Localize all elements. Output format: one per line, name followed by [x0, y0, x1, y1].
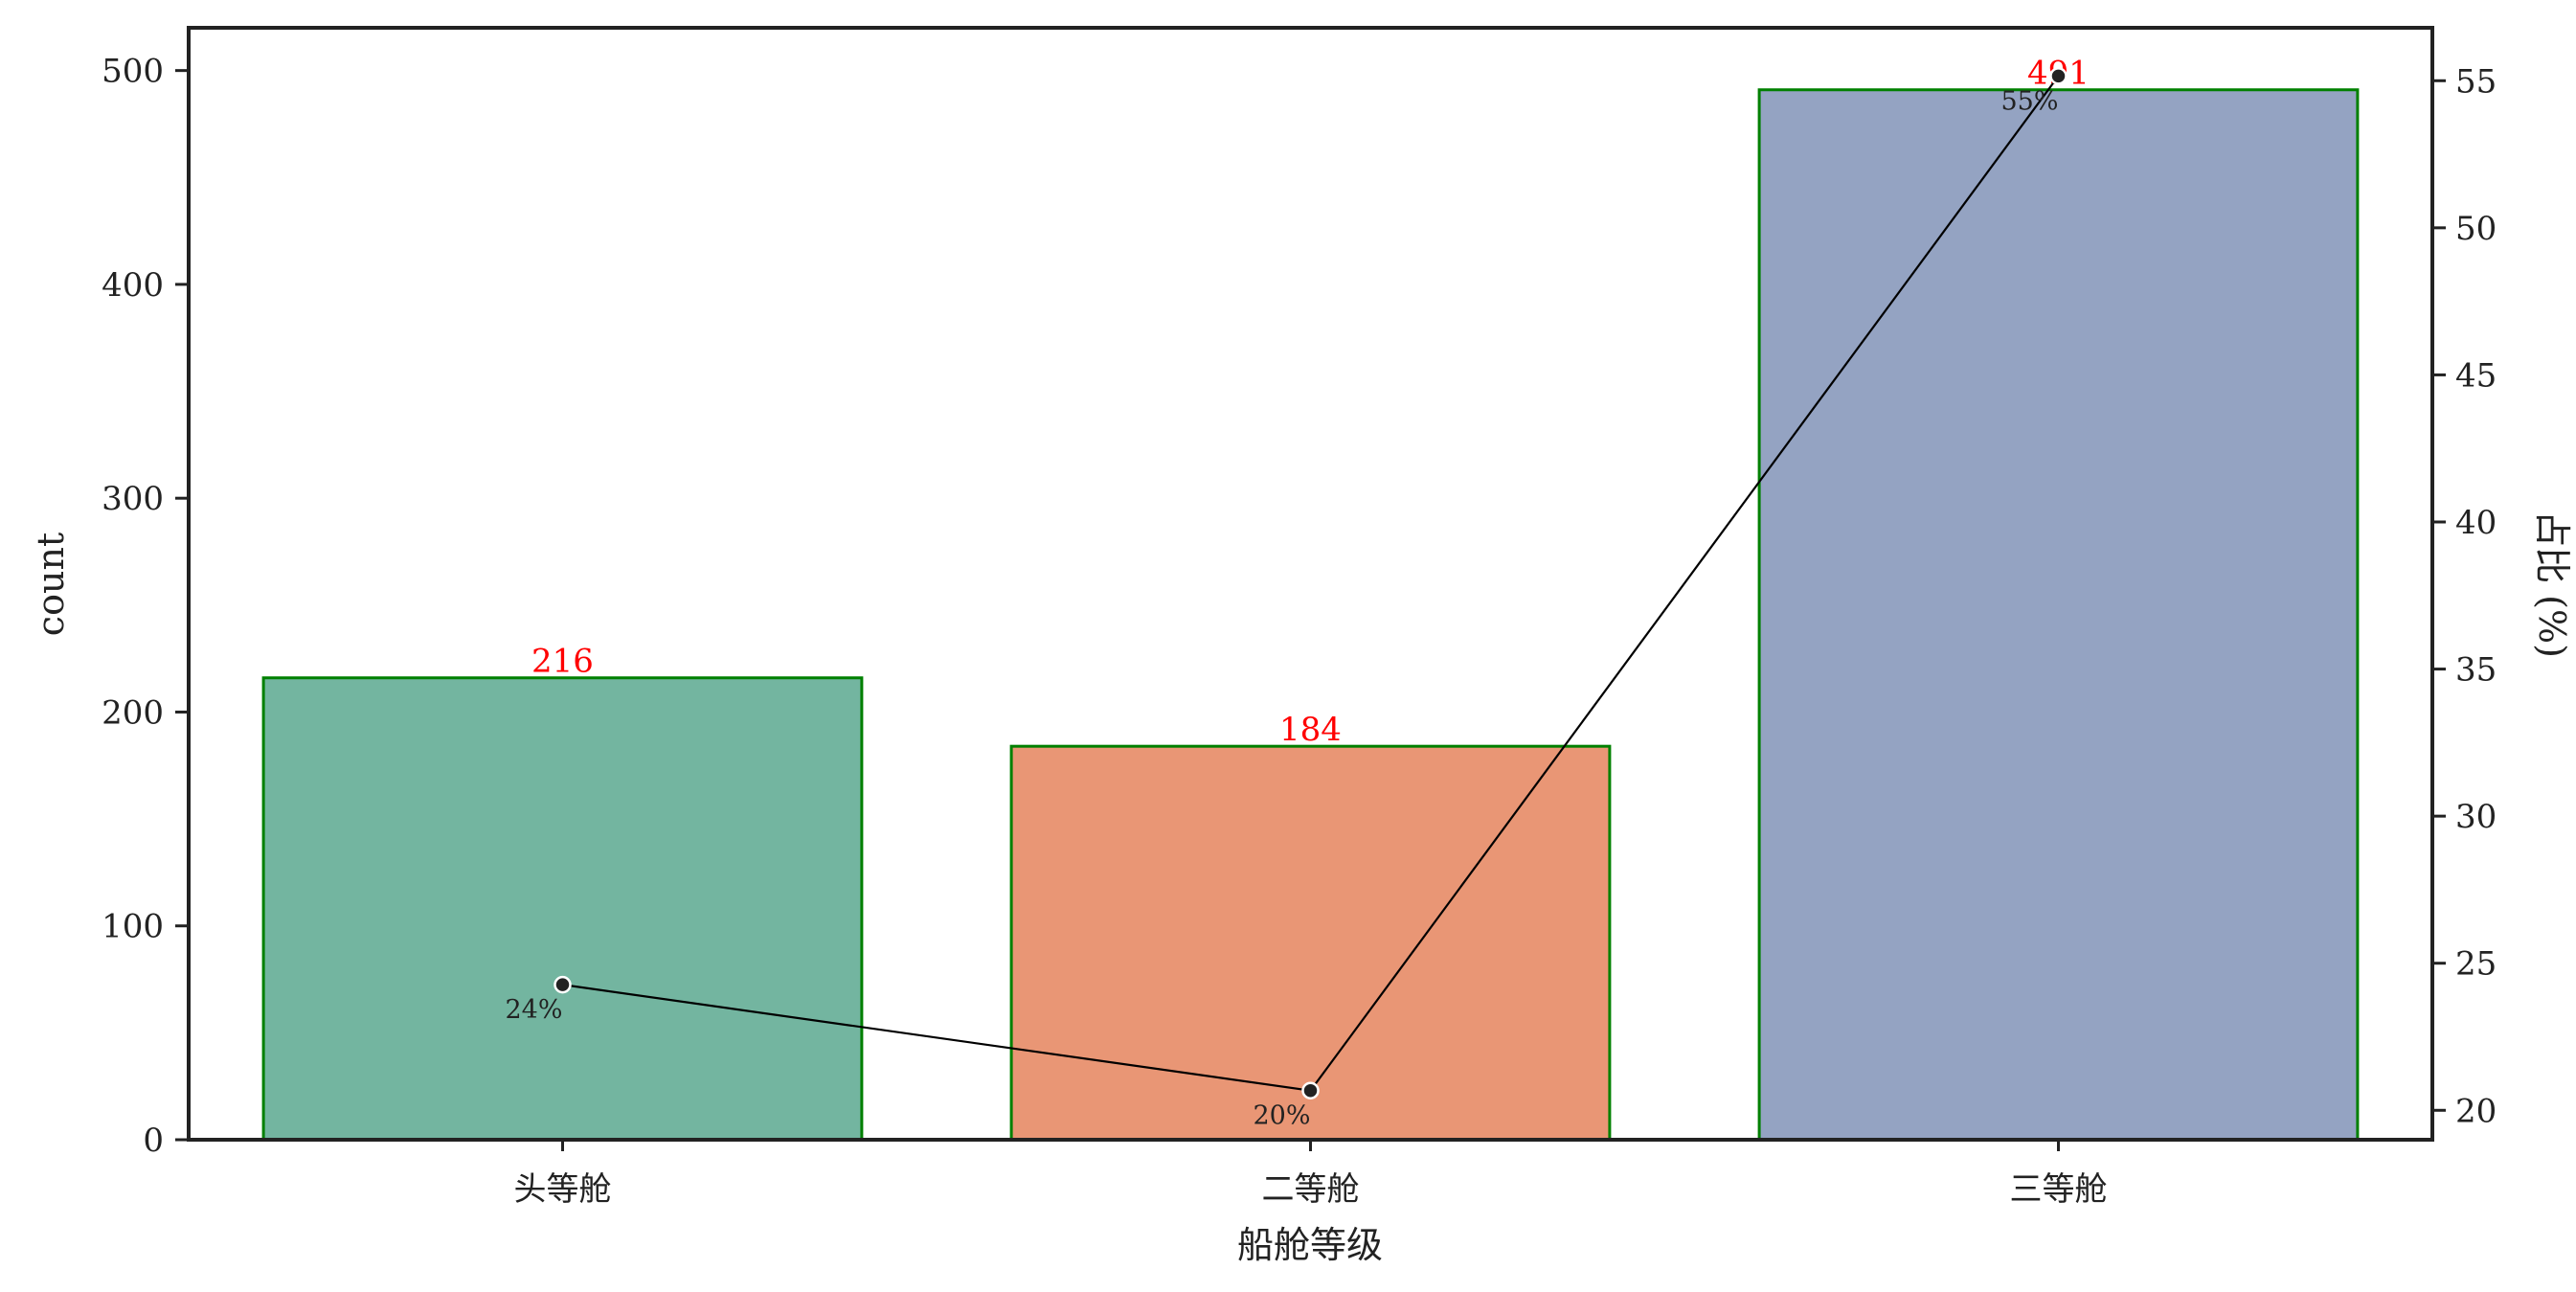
x-tick-label: 二等舱 [1262, 1170, 1360, 1209]
y2-tick-label: 50 [2455, 210, 2497, 248]
percent-line-layer: 24% 20% 55% [505, 67, 2068, 1131]
x-tick-label: 三等舱 [2010, 1170, 2108, 1209]
y2-tick-label: 55 [2455, 62, 2497, 101]
bar-value-label: 184 [1279, 711, 1342, 749]
y-tick-label: 300 [102, 480, 164, 518]
y-tick-label: 500 [102, 53, 164, 91]
bar [1009, 744, 1612, 1142]
y2-tick-label: 45 [2455, 356, 2497, 395]
bar [261, 676, 864, 1142]
percent-point [1301, 1081, 1320, 1099]
percent-label: 55% [2000, 86, 2058, 116]
secondary-y-axis-label: 占比 (%) [2531, 510, 2573, 658]
y-tick-label: 100 [102, 908, 164, 946]
y-tick-label: 400 [102, 266, 164, 305]
x-tick-label: 头等舱 [514, 1170, 612, 1209]
y2-tick-label: 20 [2455, 1092, 2497, 1130]
bars-layer: 216184491 [261, 55, 2360, 1142]
y-tick-label: 0 [143, 1122, 164, 1160]
y2-tick-label: 35 [2455, 651, 2497, 690]
bar-value-label: 216 [531, 643, 594, 681]
ticks-layer: 头等舱 二等舱 三等舱 0 100 200 300 400 500 20 25 30 35 40 45 50 5… [102, 53, 2497, 1209]
x-axis-label: 船舱等级 [1237, 1224, 1383, 1266]
y2-tick-label: 25 [2455, 945, 2497, 984]
y-axis-label: count [30, 533, 72, 636]
bar [1757, 88, 2360, 1142]
percent-label: 24% [505, 995, 562, 1025]
y2-tick-label: 40 [2455, 504, 2497, 542]
y2-tick-label: 30 [2455, 798, 2497, 836]
percent-point [554, 975, 572, 994]
percent-label: 20% [1253, 1101, 1310, 1131]
percent-point [2049, 67, 2068, 85]
y-tick-label: 200 [102, 693, 164, 732]
